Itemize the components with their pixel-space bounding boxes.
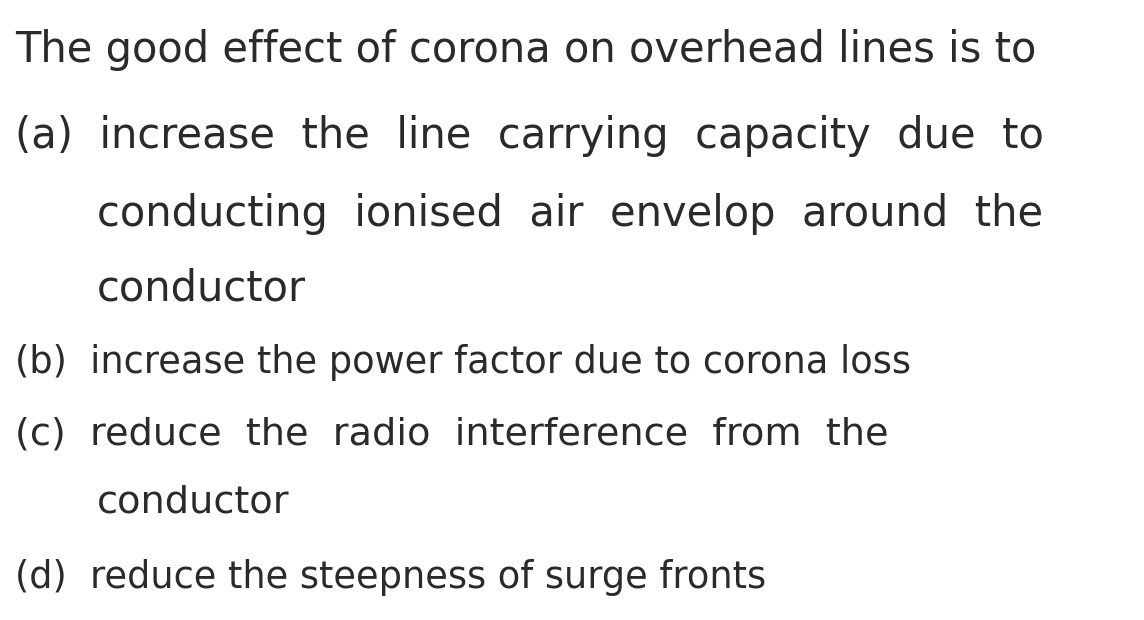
Text: (a)  increase  the  line  carrying  capacity  due  to: (a) increase the line carrying capacity … xyxy=(15,115,1043,157)
Text: (b)  increase the power factor due to corona loss: (b) increase the power factor due to cor… xyxy=(15,344,911,381)
Text: conducting  ionised  air  envelop  around  the: conducting ionised air envelop around th… xyxy=(97,193,1043,235)
Text: conductor: conductor xyxy=(97,484,289,520)
Text: conductor: conductor xyxy=(97,267,307,309)
Text: The good effect of corona on overhead lines is to: The good effect of corona on overhead li… xyxy=(15,29,1036,71)
Text: (c)  reduce  the  radio  interference  from  the: (c) reduce the radio interference from t… xyxy=(15,416,889,452)
Text: (d)  reduce the steepness of surge fronts: (d) reduce the steepness of surge fronts xyxy=(15,559,766,596)
